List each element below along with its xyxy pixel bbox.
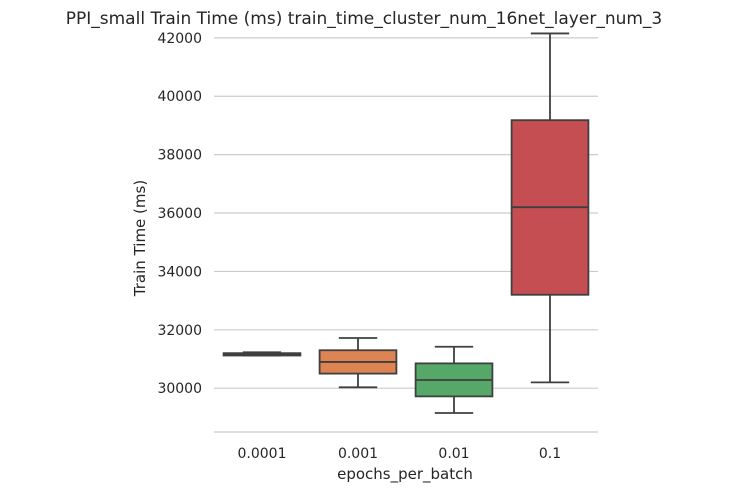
chart-title: PPI_small Train Time (ms) train_time_clu…: [66, 9, 663, 29]
y-axis-label: Train Time (ms): [131, 180, 149, 297]
y-tick-label: 30000: [157, 381, 202, 397]
y-tick-labels: 30000 32000 34000 36000 38000 40000 42000: [157, 31, 202, 397]
box-0.1: [510, 32, 590, 384]
box-0.001: [318, 337, 398, 389]
x-tick-label: 0.0001: [238, 446, 287, 462]
x-tick-labels: 0.0001 0.001 0.01 0.1: [238, 446, 562, 462]
x-tick-label: 0.01: [438, 446, 469, 462]
boxes: [222, 32, 590, 414]
box-0.01: [414, 345, 494, 414]
y-tick-label: 36000: [157, 206, 202, 222]
y-tick-label: 32000: [157, 323, 202, 339]
x-tick-label: 0.1: [539, 446, 561, 462]
y-tick-label: 34000: [157, 264, 202, 280]
gridlines: [214, 37, 598, 389]
y-tick-label: 42000: [157, 31, 202, 47]
y-tick-label: 40000: [157, 89, 202, 105]
x-tick-label: 0.001: [338, 446, 378, 462]
x-axis-label: epochs_per_batch: [337, 465, 473, 484]
box-0.0001: [222, 351, 302, 357]
y-tick-label: 38000: [157, 148, 202, 164]
